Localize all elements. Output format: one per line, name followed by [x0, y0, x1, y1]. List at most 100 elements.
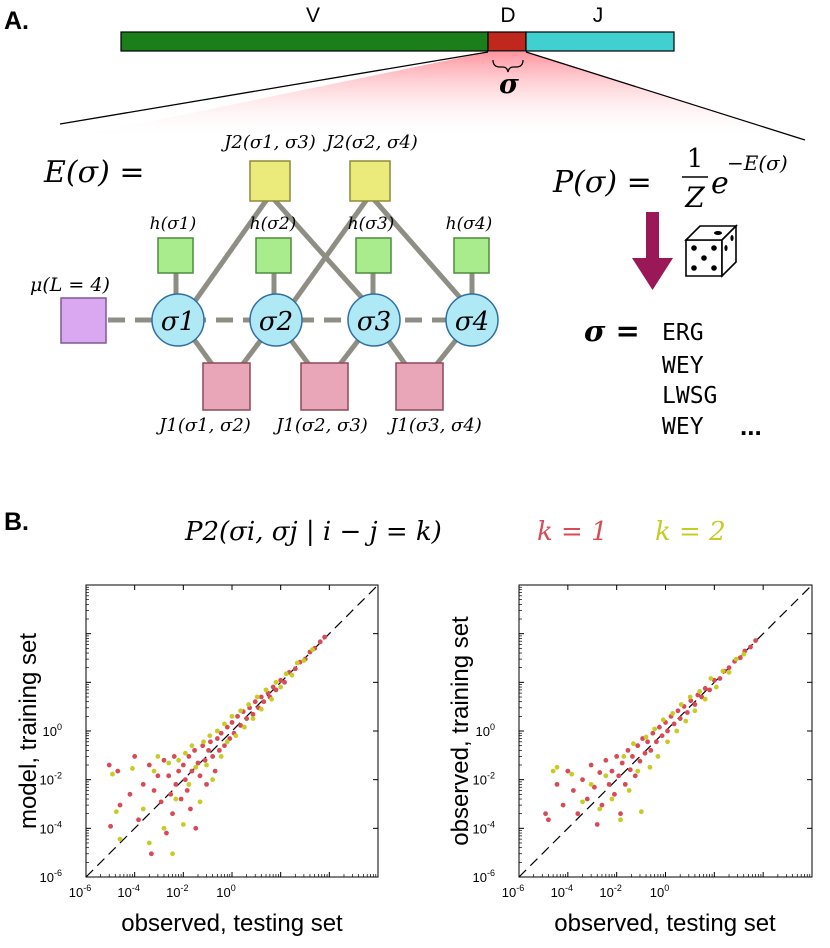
point-series-1: [106, 762, 112, 768]
j2-node-13: [249, 160, 291, 202]
point-series-1: [650, 730, 656, 736]
x-tick-label: 10-2: [166, 883, 188, 900]
point-series-1: [178, 796, 184, 802]
legend-k2: k = 2: [655, 517, 726, 547]
point-series-1: [584, 796, 590, 802]
point-series-2: [214, 728, 220, 734]
point-series-1: [317, 639, 323, 645]
point-series-2: [697, 689, 703, 694]
point-series-2: [655, 754, 661, 759]
point-series-1: [235, 713, 240, 719]
point-series-2: [670, 710, 676, 716]
point-series-1: [108, 823, 113, 829]
point-series-2: [618, 817, 623, 823]
point-series-1: [677, 716, 683, 721]
point-series-2: [289, 672, 295, 678]
point-series-1: [565, 768, 571, 774]
samples-ellipsis: ...: [740, 411, 762, 441]
point-series-2: [210, 777, 216, 783]
point-series-2: [117, 836, 123, 842]
graph-edges: [173, 193, 480, 387]
point-series-1: [645, 739, 651, 745]
point-series-1: [222, 743, 227, 749]
point-series-1: [171, 754, 177, 759]
point-series-1: [322, 634, 328, 640]
field-node-3: [355, 237, 392, 274]
point-series-1: [554, 781, 560, 787]
point-series-1: [216, 747, 222, 753]
point-series-1: [614, 754, 620, 759]
j1-node-23: [300, 362, 349, 411]
point-series-2: [242, 724, 247, 730]
point-series-1: [575, 811, 581, 817]
v-segment: [120, 31, 489, 52]
point-series-1: [292, 666, 298, 672]
point-series-1: [210, 754, 216, 759]
point-series-1: [161, 757, 167, 763]
point-series-1: [637, 758, 643, 764]
j2-node-24: [349, 160, 391, 202]
point-series-2: [263, 687, 269, 693]
point-series-1: [702, 686, 708, 691]
point-series-1: [193, 825, 199, 831]
point-series-1: [195, 760, 201, 766]
j2-label-24: J2(σ2, σ4): [322, 132, 418, 153]
point-series-2: [229, 713, 235, 719]
point-series-1: [684, 710, 690, 715]
point-series-1: [140, 781, 146, 787]
field-label-2: h(σ2): [250, 214, 297, 234]
point-series-2: [678, 702, 684, 707]
point-series-1: [208, 739, 213, 745]
point-series-2: [665, 739, 670, 745]
point-series-2: [207, 733, 213, 739]
probability-lhs: P(σ) =: [552, 165, 652, 200]
point-series-2: [218, 754, 224, 759]
point-series-2: [588, 781, 594, 787]
x-tick-label: 10-4: [117, 883, 139, 900]
point-series-2: [652, 726, 658, 732]
point-series-1: [648, 747, 654, 753]
point-series-2: [173, 796, 179, 802]
y-axis-label: observed, training set: [447, 616, 474, 846]
point-series-1: [166, 773, 172, 779]
y-tick-label: 10-6: [473, 868, 495, 885]
point-series-2: [250, 716, 256, 721]
point-series-1: [627, 767, 633, 773]
dice-icon: [684, 224, 738, 278]
point-series-1: [136, 817, 141, 823]
spin-label-1: σ1: [161, 307, 195, 337]
point-series-1: [671, 721, 677, 727]
x-tick-label: 100: [650, 883, 669, 900]
point-series-1: [665, 728, 670, 734]
samples-label: σ =: [584, 314, 640, 348]
point-series-2: [733, 656, 739, 662]
point-series-1: [148, 851, 154, 857]
point-series-1: [618, 811, 623, 817]
point-series-1: [188, 806, 193, 812]
spin-label-2: σ2: [259, 307, 293, 337]
y-axis-label: model, training set: [15, 633, 42, 829]
point-series-2: [193, 764, 199, 770]
zoom-line-left: [59, 51, 489, 125]
field-node-2: [255, 237, 292, 274]
point-series-2: [692, 708, 698, 714]
x-tick-label: 10-2: [599, 883, 621, 900]
point-series-1: [546, 817, 551, 823]
point-series-1: [543, 811, 548, 817]
point-series-1: [202, 757, 208, 763]
point-series-1: [560, 802, 566, 808]
point-series-1: [717, 676, 723, 681]
field-nodes: [157, 237, 490, 274]
plot-frame: [85, 584, 379, 878]
point-series-2: [155, 754, 161, 759]
cdr3-brace: [492, 59, 524, 73]
x-axis-label: observed, testing set: [554, 910, 776, 937]
sampling-arrow-icon: [632, 212, 673, 290]
x-tick-label: 10-6: [69, 883, 91, 900]
field-label-4: h(σ4): [446, 214, 493, 234]
point-series-2: [170, 851, 175, 857]
point-series-1: [726, 665, 732, 671]
point-series-2: [182, 750, 188, 756]
point-series-2: [301, 658, 307, 663]
point-series-2: [687, 694, 693, 700]
